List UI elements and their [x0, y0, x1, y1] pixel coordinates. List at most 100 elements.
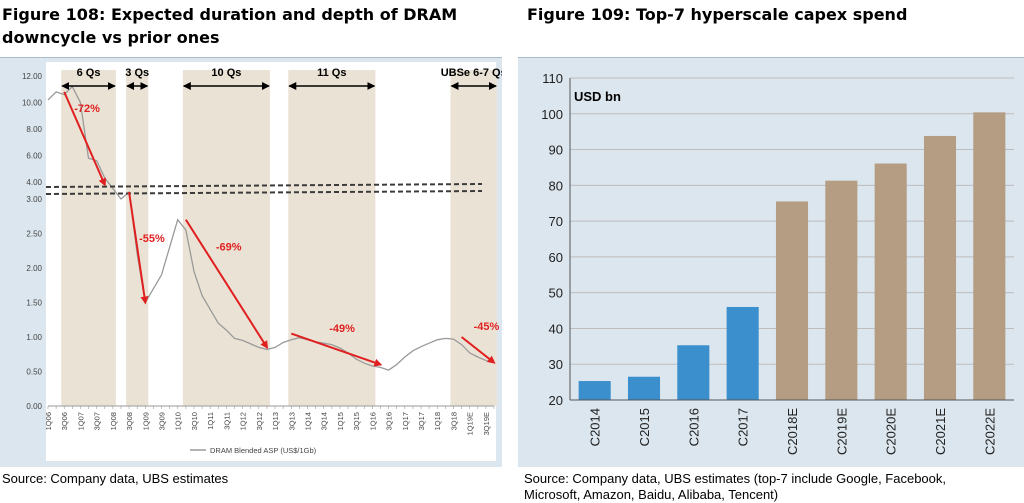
period-duration-label: UBSe 6-7 Qs: [441, 67, 502, 79]
x-tick-label: 1Q15: [336, 412, 345, 430]
x-tick-label: 3Q06: [60, 412, 69, 430]
x-tick-label: 1Q06: [44, 412, 53, 430]
x-tick-label: 3Q12: [255, 412, 264, 430]
x-tick-label: 1Q16: [368, 412, 377, 430]
x-tick-label: 3Q15: [352, 412, 361, 430]
y-tick-label: 20: [549, 393, 563, 408]
y-tick-label: 6.00: [26, 152, 42, 161]
x-category-label: C2019E: [834, 408, 849, 455]
x-tick-label: 1Q11: [206, 412, 215, 430]
capex-bar-c2020e: [874, 163, 907, 400]
capex-bar-c2022e: [973, 112, 1006, 400]
decline-label: -72%: [74, 103, 100, 115]
decline-arrow: [290, 332, 383, 367]
y-tick-label: 4.00: [26, 178, 42, 187]
y-tick-label: 1.00: [26, 333, 42, 342]
x-tick-label: 1Q17: [401, 412, 410, 430]
y-tick-label: 90: [549, 143, 563, 158]
x-tick-label: 3Q17: [417, 412, 426, 430]
dram-downcycle-chart: 4.00 6.00 8.00 10.00 12.00 0.00 0.50 1.00 1.50 2.…: [22, 62, 507, 461]
figure-109-title: Figure 109: Top-7 hyperscale capex spend: [527, 5, 908, 24]
x-category-label: C2014: [588, 408, 603, 446]
y-tick-label: 80: [549, 178, 563, 193]
y-tick-label: 100: [541, 107, 563, 122]
y-unit-label: USD bn: [574, 89, 621, 104]
capex-bar-c2015: [627, 376, 661, 400]
decline-arrow: [460, 336, 496, 364]
y-tick-label: 70: [549, 214, 563, 229]
capex-bar-c2018e: [775, 201, 809, 400]
decline-label: -69%: [216, 242, 242, 254]
x-tick-label: 3Q08: [125, 412, 134, 430]
x-tick-label: 1Q14: [303, 412, 312, 430]
x-tick-label: 1Q09: [141, 412, 150, 430]
period-duration-label: 3 Qs: [125, 67, 149, 79]
x-category-label: C2018E: [785, 408, 800, 455]
x-tick-label: 1Q18: [433, 412, 442, 430]
x-tick-label: 1Q07: [76, 412, 85, 430]
x-tick-label: 3Q11: [222, 412, 231, 430]
y-tick-label: 0.00: [26, 402, 42, 411]
dram-chart-panel: 4.00 6.00 8.00 10.00 12.00 0.00 0.50 1.00 1.50 2.…: [0, 57, 507, 467]
x-tick-label: 3Q19E: [482, 412, 491, 435]
y-tick-label: 1.50: [26, 299, 42, 308]
dram-asp-line: [47, 85, 495, 371]
x-category-label: C2016: [686, 408, 701, 446]
y-tick-label: 50: [549, 286, 563, 301]
shaded-period-5: [450, 70, 497, 406]
hyperscale-capex-chart: 20 30 40 50 60 70 80 90 100 110 C2014 C2015 C2016 C2…: [541, 71, 1014, 455]
period-duration-label: 6 Qs: [77, 67, 101, 79]
x-category-label: C2022E: [982, 408, 997, 455]
x-tick-label: 3Q07: [93, 412, 102, 430]
y-tick-label: 110: [542, 71, 563, 86]
x-tick-label: 3Q14: [320, 412, 329, 430]
y-tick-label: 40: [549, 321, 563, 336]
x-tick-label: 3Q18: [449, 412, 458, 430]
x-tick-label: 1Q13: [271, 412, 280, 430]
capex-bar-c2016: [677, 345, 710, 400]
y-tick-label: 2.50: [26, 230, 42, 239]
decline-arrow: [128, 191, 149, 305]
x-category-label: C2015: [637, 408, 652, 446]
x-tick-label: 1Q08: [109, 412, 118, 430]
x-tick-label: 3Q10: [190, 412, 199, 430]
period-duration-label: 11 Qs: [317, 67, 346, 79]
x-category-label: C2021E: [933, 408, 948, 455]
decline-arrow: [185, 219, 269, 350]
shaded-period-3: [182, 70, 270, 406]
plot-area: [46, 62, 496, 461]
capex-bar-c2017: [726, 306, 759, 400]
period-duration-label: 10 Qs: [211, 67, 241, 79]
figure-109-source: Source: Company data, UBS estimates (top…: [524, 471, 946, 502]
y-tick-label: 30: [549, 357, 563, 372]
x-tick-label: 3Q16: [385, 412, 394, 430]
y-tick-label: 0.50: [26, 368, 42, 377]
y-tick-label: 2.00: [26, 264, 42, 273]
y-tick-label: 12.00: [22, 72, 43, 81]
x-tick-label: 1Q12: [239, 412, 248, 430]
shaded-period-1: [61, 70, 116, 406]
x-category-label: C2017: [736, 408, 751, 446]
y-tick-label: 8.00: [26, 125, 42, 134]
y-tick-label: 10.00: [22, 99, 43, 108]
decline-label: -49%: [329, 323, 355, 335]
y-tick-label: 3.00: [26, 195, 42, 204]
legend-label: DRAM Blended ASP (US$/1Gb): [210, 446, 317, 455]
decline-arrow: [63, 91, 107, 187]
capex-bar-c2019e: [825, 180, 858, 400]
decline-label: -55%: [139, 233, 165, 245]
y-tick-label: 60: [549, 250, 563, 265]
capex-chart-panel: 20 30 40 50 60 70 80 90 100 110 C2014 C2015 C2016 C2…: [518, 57, 1024, 467]
axis-break-line-lower: [45, 190, 483, 195]
decline-label: -45%: [474, 321, 500, 333]
figure-108-title: Figure 108: Expected duration and depth …: [2, 5, 458, 47]
axis-break-line-upper: [45, 183, 483, 188]
x-tick-label: 3Q13: [287, 412, 296, 430]
x-tick-label: 1Q10: [174, 412, 183, 430]
figure-108-source: Source: Company data, UBS estimates: [2, 471, 229, 486]
x-tick-label: 3Q09: [158, 412, 167, 430]
shaded-period-2: [126, 70, 149, 406]
capex-bar-c2014: [578, 381, 611, 400]
shaded-period-4: [288, 70, 376, 406]
x-category-label: C2020E: [884, 408, 899, 455]
